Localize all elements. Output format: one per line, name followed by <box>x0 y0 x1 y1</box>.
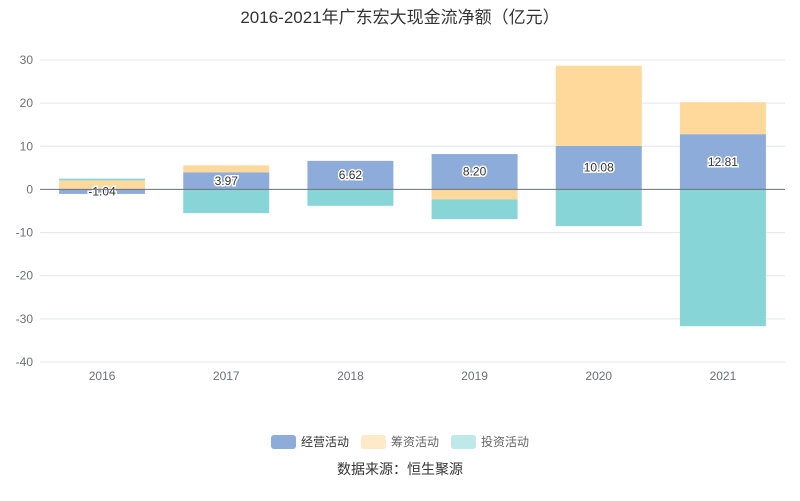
bar-financing[interactable] <box>183 165 270 173</box>
bar-financing[interactable] <box>59 180 146 190</box>
x-tick-label: 2019 <box>461 369 488 383</box>
y-tick-label: 0 <box>26 182 33 196</box>
bar-operating[interactable] <box>679 134 766 190</box>
bar-investing[interactable] <box>59 178 146 181</box>
y-tick-label: -40 <box>16 355 34 369</box>
y-tick-label: -30 <box>16 312 34 326</box>
bar-operating[interactable] <box>183 172 270 190</box>
bar-financing[interactable] <box>555 65 642 146</box>
legend-swatch <box>451 434 476 449</box>
bar-investing[interactable] <box>431 199 518 220</box>
legend-swatch <box>270 434 296 449</box>
data-label: 12.81 <box>708 155 738 169</box>
bar-financing[interactable] <box>431 189 518 200</box>
x-tick-label: 2020 <box>585 369 612 383</box>
legend-item[interactable]: 投资活动 <box>451 433 529 450</box>
y-tick-label: -20 <box>16 269 34 283</box>
y-tick-label: -10 <box>16 226 34 240</box>
bar-operating[interactable] <box>307 160 394 190</box>
data-label: 3.97 <box>215 174 239 188</box>
legend-item[interactable]: 筹资活动 <box>360 433 439 450</box>
chart-plot: 30 20 10 0 -10 -20 -30 -40 -1.04 2016 3.97 2017 6.62… <box>16 53 785 383</box>
data-label: 6.62 <box>339 168 363 182</box>
data-label: -1.04 <box>88 185 116 199</box>
bar-operating[interactable] <box>59 189 146 194</box>
y-tick-label: 30 <box>20 53 34 67</box>
bar-investing[interactable] <box>307 189 394 206</box>
data-label: 10.08 <box>584 161 614 175</box>
x-tick-label: 2017 <box>213 369 240 383</box>
bar-operating[interactable] <box>555 145 642 190</box>
chart-title: 2016-2021年广东宏大现金流净额（亿元） <box>240 8 560 27</box>
bar-operating[interactable] <box>431 154 518 190</box>
legend-label: 经营活动 <box>300 435 349 449</box>
bar-investing[interactable] <box>679 189 766 327</box>
y-tick-label: 20 <box>20 96 34 110</box>
bar-investing[interactable] <box>183 189 270 214</box>
legend-swatch <box>360 434 386 449</box>
x-tick-label: 2016 <box>89 369 116 383</box>
bar-financing[interactable] <box>679 102 766 135</box>
bar-investing[interactable] <box>555 189 642 227</box>
x-tick-label: 2018 <box>337 369 364 383</box>
legend-item[interactable]: 经营活动 <box>270 433 349 450</box>
y-tick-label: 10 <box>20 139 34 153</box>
source-note: 数据来源：恒生聚源 <box>337 461 463 477</box>
data-label: 8.20 <box>463 165 487 179</box>
legend-label: 投资活动 <box>481 435 530 449</box>
legend-label: 筹资活动 <box>390 435 439 449</box>
legend: 经营活动 筹资活动 投资活动 <box>0 433 800 450</box>
x-tick-label: 2021 <box>710 369 737 383</box>
